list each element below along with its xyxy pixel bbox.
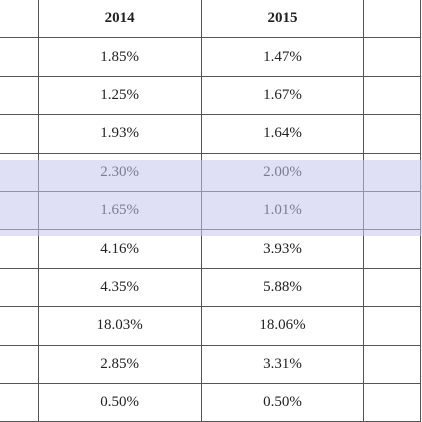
header-row: 2014 2015 [0, 0, 421, 39]
table-row: 18.03% 18.06% [0, 306, 421, 346]
table-row: 1.93% 1.64% [0, 114, 421, 154]
empty-cell [0, 267, 39, 308]
table-row: 4.35% 5.88% [0, 267, 421, 308]
empty-cell [363, 114, 421, 154]
empty-cell [363, 382, 421, 422]
empty-cell [363, 37, 421, 77]
table-cell: 0.50% [37, 382, 202, 422]
table-cell: 1.25% [37, 75, 202, 116]
header-cell: 2014 [37, 0, 202, 39]
header-cell: 2015 [200, 0, 365, 39]
overlay-banner [0, 160, 422, 236]
table-cell: 2.85% [37, 344, 202, 384]
empty-cell [363, 306, 421, 346]
empty-cell [363, 75, 421, 116]
header-cell [0, 0, 39, 39]
table-cell: 5.88% [200, 267, 365, 308]
table-row: 2.85% 3.31% [0, 344, 421, 384]
table-cell: 18.03% [37, 306, 202, 346]
empty-cell [0, 344, 39, 384]
table-row: 0.50% 0.50% [0, 382, 421, 422]
empty-cell [0, 37, 39, 77]
header-cell [363, 0, 421, 39]
table-cell: 1.47% [200, 37, 365, 77]
table-row: 1.85% 1.47% [0, 37, 421, 77]
empty-cell [0, 114, 39, 154]
table-cell: 0.50% [200, 382, 365, 422]
empty-cell [0, 75, 39, 116]
table-cell: 4.35% [37, 267, 202, 308]
table-cell: 18.06% [200, 306, 365, 346]
empty-cell [0, 306, 39, 346]
table-cell: 3.31% [200, 344, 365, 384]
table-row: 1.25% 1.67% [0, 75, 421, 116]
empty-cell [363, 344, 421, 384]
table-cell: 1.85% [37, 37, 202, 77]
table-cell: 1.67% [200, 75, 365, 116]
table-cell: 1.64% [200, 114, 365, 154]
empty-cell [0, 382, 39, 422]
table-cell: 1.93% [37, 114, 202, 154]
empty-cell [363, 267, 421, 308]
